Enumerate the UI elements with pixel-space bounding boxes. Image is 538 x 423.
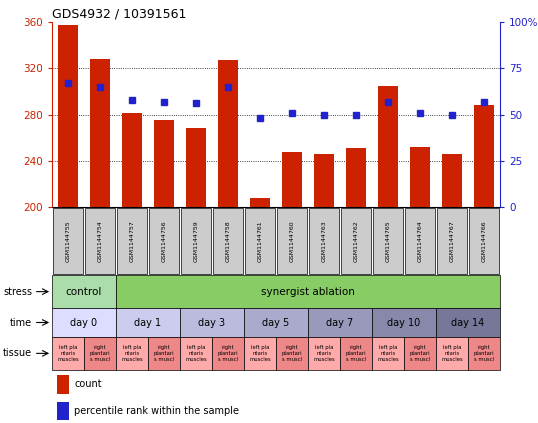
Text: day 14: day 14	[451, 318, 485, 327]
Text: GSM1144760: GSM1144760	[289, 220, 294, 262]
Text: day 0: day 0	[70, 318, 97, 327]
Bar	[442, 154, 462, 207]
Text: day 7: day 7	[327, 318, 353, 327]
Text: right
plantari
s muscl: right plantari s muscl	[410, 345, 430, 362]
FancyBboxPatch shape	[52, 337, 84, 370]
Bar	[250, 198, 270, 207]
FancyBboxPatch shape	[52, 275, 116, 308]
Text: synergist ablation: synergist ablation	[261, 287, 355, 297]
FancyBboxPatch shape	[404, 337, 436, 370]
FancyBboxPatch shape	[84, 337, 116, 370]
FancyBboxPatch shape	[436, 337, 468, 370]
Text: day 10: day 10	[387, 318, 421, 327]
FancyBboxPatch shape	[341, 209, 371, 274]
Text: GSM1144766: GSM1144766	[482, 220, 486, 262]
Bar	[314, 154, 334, 207]
FancyBboxPatch shape	[244, 308, 308, 337]
Text: day 5: day 5	[263, 318, 289, 327]
Text: left pla
ntaris
muscles: left pla ntaris muscles	[121, 345, 143, 362]
Bar	[282, 151, 302, 207]
Text: day 1: day 1	[134, 318, 161, 327]
FancyBboxPatch shape	[276, 337, 308, 370]
Text: left pla
ntaris
muscles: left pla ntaris muscles	[377, 345, 399, 362]
Bar	[57, 402, 69, 420]
FancyBboxPatch shape	[309, 209, 339, 274]
Bar	[378, 85, 398, 207]
Text: left pla
ntaris
muscles: left pla ntaris muscles	[57, 345, 79, 362]
FancyBboxPatch shape	[372, 308, 436, 337]
FancyBboxPatch shape	[148, 337, 180, 370]
Bar	[410, 147, 430, 207]
FancyBboxPatch shape	[117, 209, 147, 274]
Text: control: control	[66, 287, 102, 297]
Text: GSM1144762: GSM1144762	[353, 220, 358, 262]
Text: left pla
ntaris
muscles: left pla ntaris muscles	[441, 345, 463, 362]
FancyBboxPatch shape	[372, 337, 404, 370]
FancyBboxPatch shape	[180, 337, 212, 370]
Text: GSM1144761: GSM1144761	[258, 220, 263, 262]
FancyBboxPatch shape	[180, 308, 244, 337]
Text: GSM1144754: GSM1144754	[97, 220, 103, 262]
Text: right
plantari
s muscl: right plantari s muscl	[282, 345, 302, 362]
Text: GSM1144764: GSM1144764	[417, 220, 422, 262]
FancyBboxPatch shape	[405, 209, 435, 274]
Text: GSM1144767: GSM1144767	[450, 220, 455, 262]
FancyBboxPatch shape	[468, 337, 500, 370]
FancyBboxPatch shape	[52, 308, 116, 337]
Text: GDS4932 / 10391561: GDS4932 / 10391561	[52, 8, 186, 21]
FancyBboxPatch shape	[244, 337, 276, 370]
FancyBboxPatch shape	[373, 209, 404, 274]
Text: right
plantari
s muscl: right plantari s muscl	[154, 345, 174, 362]
FancyBboxPatch shape	[469, 209, 499, 274]
Text: GSM1144755: GSM1144755	[66, 220, 70, 262]
Text: stress: stress	[3, 287, 32, 297]
FancyBboxPatch shape	[277, 209, 307, 274]
Text: day 3: day 3	[199, 318, 225, 327]
Text: left pla
ntaris
muscles: left pla ntaris muscles	[249, 345, 271, 362]
FancyBboxPatch shape	[245, 209, 275, 274]
FancyBboxPatch shape	[53, 209, 83, 274]
Text: tissue: tissue	[3, 349, 32, 358]
FancyBboxPatch shape	[437, 209, 468, 274]
Bar	[90, 59, 110, 207]
Text: left pla
ntaris
muscles: left pla ntaris muscles	[313, 345, 335, 362]
Text: percentile rank within the sample: percentile rank within the sample	[74, 406, 239, 416]
Bar	[154, 120, 174, 207]
Text: GSM1144757: GSM1144757	[130, 220, 134, 262]
Text: GSM1144758: GSM1144758	[225, 220, 230, 262]
FancyBboxPatch shape	[213, 209, 243, 274]
Text: GSM1144756: GSM1144756	[161, 220, 166, 262]
FancyBboxPatch shape	[84, 209, 115, 274]
FancyBboxPatch shape	[181, 209, 211, 274]
Bar	[475, 105, 493, 207]
Bar	[57, 375, 69, 394]
Text: left pla
ntaris
muscles: left pla ntaris muscles	[185, 345, 207, 362]
FancyBboxPatch shape	[340, 337, 372, 370]
Text: right
plantari
s muscl: right plantari s muscl	[346, 345, 366, 362]
FancyBboxPatch shape	[436, 308, 500, 337]
FancyBboxPatch shape	[116, 308, 180, 337]
Text: right
plantari
s muscl: right plantari s muscl	[218, 345, 238, 362]
FancyBboxPatch shape	[212, 337, 244, 370]
Text: time: time	[10, 318, 32, 327]
FancyBboxPatch shape	[308, 308, 372, 337]
FancyBboxPatch shape	[308, 337, 340, 370]
Bar	[218, 60, 238, 207]
Text: right
plantari
s muscl: right plantari s muscl	[90, 345, 110, 362]
Text: right
plantari
s muscl: right plantari s muscl	[473, 345, 494, 362]
Text: GSM1144759: GSM1144759	[194, 220, 199, 262]
Bar	[59, 25, 77, 207]
Bar	[346, 148, 366, 207]
Text: GSM1144765: GSM1144765	[386, 220, 391, 262]
Bar	[123, 113, 141, 207]
FancyBboxPatch shape	[148, 209, 179, 274]
Bar	[186, 128, 206, 207]
Text: count: count	[74, 379, 102, 389]
FancyBboxPatch shape	[116, 337, 148, 370]
FancyBboxPatch shape	[116, 275, 500, 308]
Text: GSM1144763: GSM1144763	[322, 220, 327, 262]
